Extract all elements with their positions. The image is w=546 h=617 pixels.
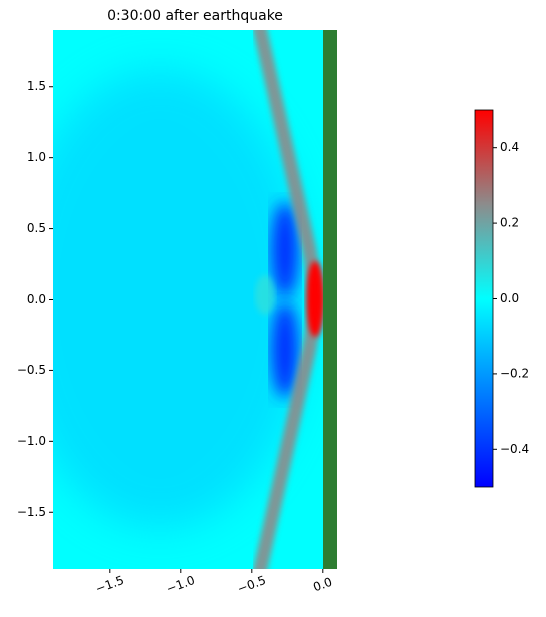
- y-tick-label: 1.0: [27, 150, 46, 164]
- x-tick-label: 0.0: [311, 575, 334, 595]
- x-tick-label: −1.5: [94, 573, 126, 596]
- heatmap: [53, 30, 337, 569]
- wave-peak: [306, 261, 324, 337]
- y-tick-label: 0.5: [27, 221, 46, 235]
- land: [323, 30, 337, 569]
- colorbar-tick-label: −0.4: [500, 442, 529, 456]
- field-trough: [271, 202, 299, 298]
- y-tick-label: 1.5: [27, 79, 46, 93]
- y-tick-label: −0.5: [17, 363, 46, 377]
- y-tick-label: 0.0: [27, 292, 46, 306]
- y-tick-label: −1.0: [17, 434, 46, 448]
- colorbar-tick-label: 0.0: [500, 291, 519, 305]
- x-tick-label: −0.5: [236, 573, 268, 596]
- colorbar-tick-label: 0.4: [500, 140, 519, 154]
- y-tick-label: −1.5: [17, 505, 46, 519]
- colorbar-tick-label: −0.2: [500, 366, 529, 380]
- colorbar: [474, 109, 494, 488]
- chart-title: 0:30:00 after earthquake: [107, 8, 283, 24]
- colorbar-tick-label: 0.2: [500, 216, 519, 230]
- field-depression: [53, 69, 310, 529]
- field-bump: [255, 275, 275, 315]
- x-tick-label: −1.0: [165, 573, 197, 596]
- field-trough: [271, 302, 299, 398]
